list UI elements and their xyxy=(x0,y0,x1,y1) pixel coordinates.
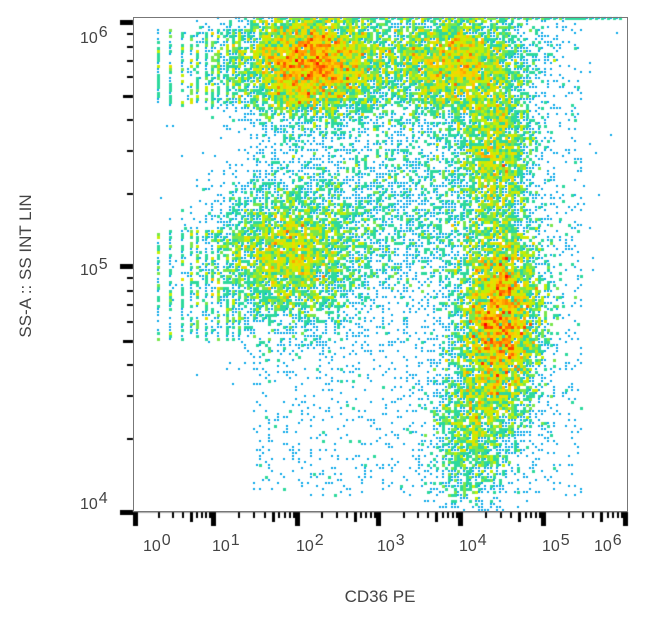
x-tick-label: 104 xyxy=(459,532,487,555)
y-tick-label: 104 xyxy=(80,490,108,513)
x-axis-label: CD36 PE xyxy=(344,587,416,606)
x-tick-label: 106 xyxy=(594,532,622,555)
plot-area xyxy=(133,17,628,512)
x-tick-label: 103 xyxy=(377,532,405,555)
x-tick-label: 102 xyxy=(296,532,324,555)
y-tick-label: 105 xyxy=(80,256,108,279)
y-axis-label: SS-A :: SS INT LIN xyxy=(16,194,35,338)
x-tick-label: 100 xyxy=(143,532,171,555)
y-tick-label: 106 xyxy=(80,24,108,47)
x-tick-label: 105 xyxy=(542,532,570,555)
x-tick-label: 101 xyxy=(212,532,240,555)
